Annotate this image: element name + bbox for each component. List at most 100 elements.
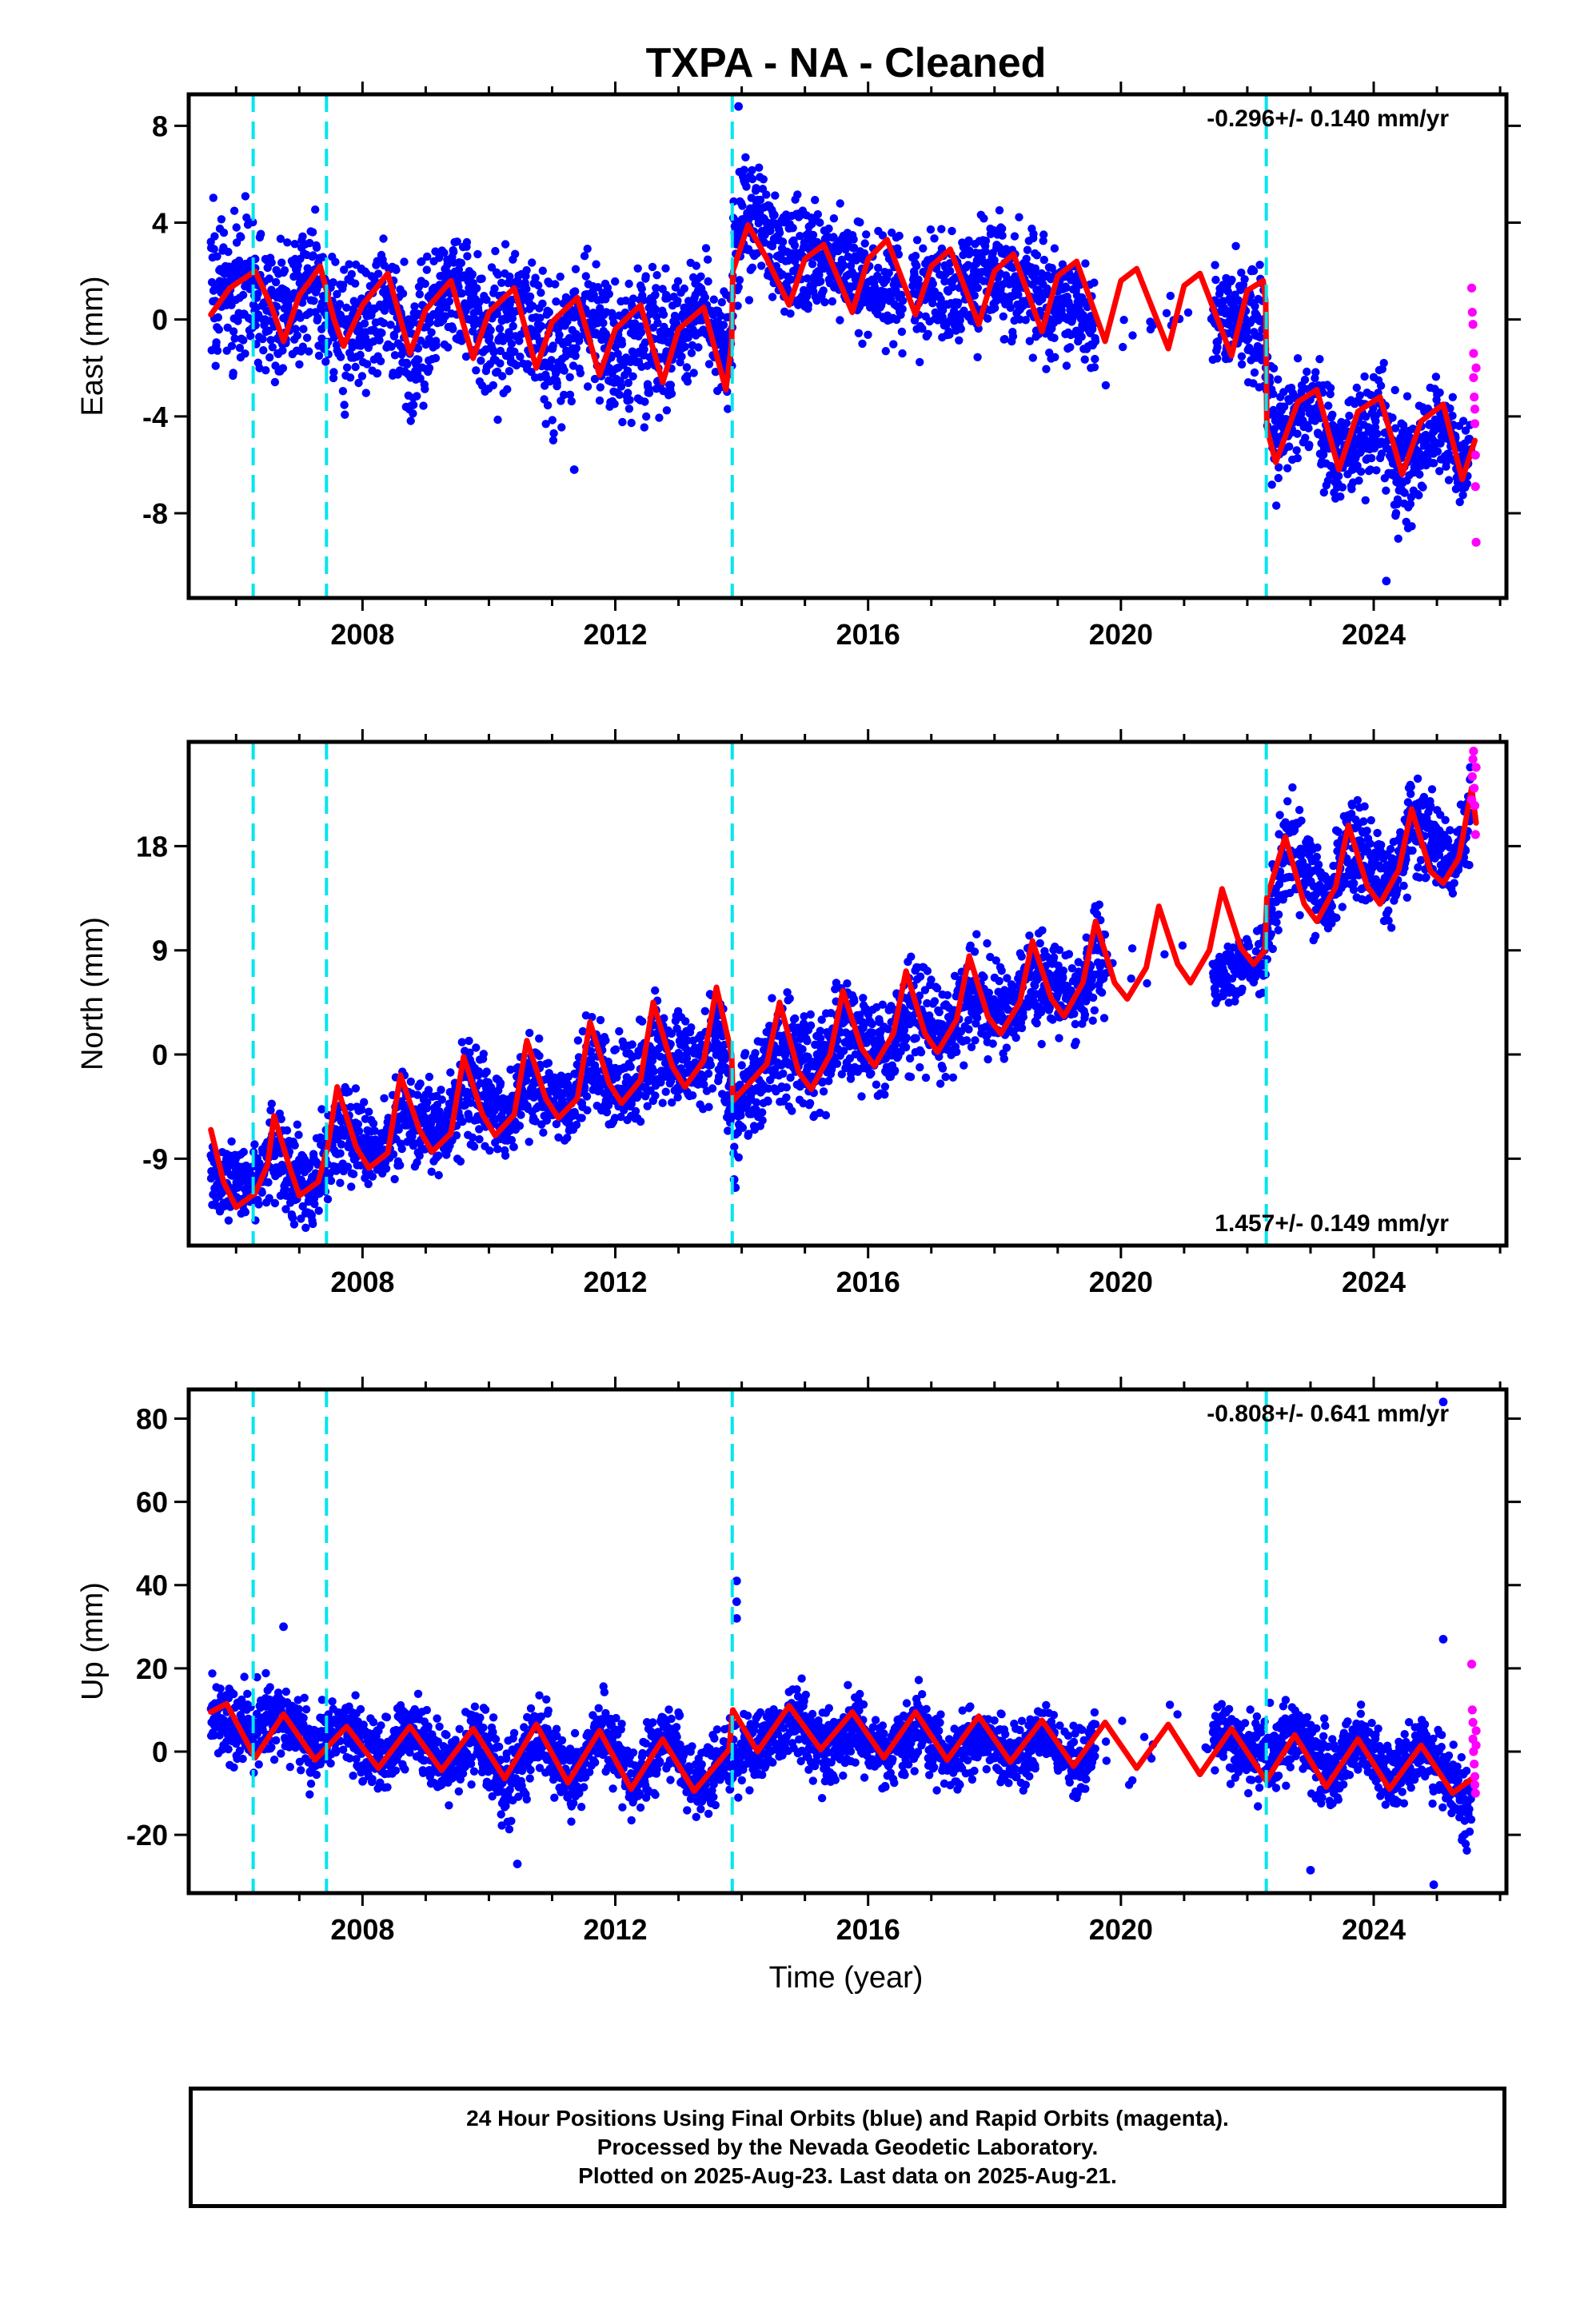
data-point <box>283 238 291 246</box>
data-point <box>341 411 349 419</box>
data-point <box>369 1173 377 1181</box>
data-point <box>227 1138 235 1146</box>
data-point <box>215 325 223 333</box>
data-point <box>673 297 681 305</box>
data-point <box>704 1070 712 1078</box>
data-point <box>379 234 387 242</box>
data-point <box>505 367 513 375</box>
rapid-orbit-points-east <box>1467 284 1481 547</box>
rapid-point <box>1471 482 1480 491</box>
data-point <box>421 280 429 288</box>
data-point <box>1311 368 1319 376</box>
data-point <box>414 356 422 364</box>
data-point <box>808 260 816 268</box>
data-point <box>217 215 225 223</box>
data-point <box>858 340 866 348</box>
data-point <box>1415 470 1423 478</box>
data-point <box>980 214 988 222</box>
data-point <box>650 1067 658 1075</box>
data-point <box>720 321 728 329</box>
data-point <box>1078 333 1086 341</box>
data-point <box>463 238 471 246</box>
data-point <box>640 397 648 405</box>
data-point <box>261 366 269 374</box>
data-point <box>889 340 897 348</box>
data-point <box>317 1105 325 1113</box>
data-point <box>457 259 465 267</box>
data-point <box>1009 333 1017 341</box>
data-point <box>241 1208 249 1216</box>
data-point <box>1373 429 1381 437</box>
data-point <box>804 301 812 309</box>
data-point <box>760 175 768 183</box>
data-point <box>239 291 247 299</box>
data-point <box>899 297 907 305</box>
data-point <box>423 265 431 273</box>
data-point <box>811 196 819 204</box>
data-point <box>299 325 307 333</box>
data-point <box>1081 259 1089 267</box>
rapid-point <box>1469 320 1478 329</box>
data-point <box>768 293 776 301</box>
data-point <box>497 1079 505 1087</box>
data-point <box>458 1038 466 1046</box>
data-point <box>303 333 311 341</box>
data-point <box>557 273 565 281</box>
data-point <box>268 1100 276 1108</box>
data-point <box>315 1206 323 1214</box>
data-point <box>250 1140 258 1148</box>
data-point <box>229 369 237 377</box>
data-point <box>290 1220 298 1228</box>
data-point <box>1211 276 1219 284</box>
data-point <box>224 248 232 256</box>
data-point <box>688 349 696 357</box>
data-point <box>603 1108 611 1116</box>
data-point <box>642 413 650 421</box>
data-point <box>272 278 280 286</box>
data-point <box>1023 246 1031 254</box>
data-point <box>473 284 481 292</box>
data-point <box>566 373 574 381</box>
data-point <box>914 276 922 284</box>
data-point <box>489 381 497 389</box>
data-point <box>704 1103 712 1111</box>
data-point <box>553 379 561 387</box>
rapid-point <box>1470 393 1478 401</box>
data-point <box>1213 354 1221 362</box>
data-point <box>1042 365 1050 373</box>
data-point <box>403 361 411 369</box>
data-point <box>324 1195 332 1203</box>
data-point <box>1274 376 1282 384</box>
y-axis-label-east: East (mm) <box>76 276 110 416</box>
data-point <box>572 352 580 360</box>
data-point <box>736 276 744 284</box>
data-point <box>421 385 429 393</box>
data-point <box>919 245 927 253</box>
data-point <box>358 372 366 380</box>
data-point <box>1301 434 1309 442</box>
data-point <box>758 1116 766 1124</box>
data-point <box>477 274 485 282</box>
data-point <box>984 314 991 322</box>
data-point <box>534 281 542 289</box>
data-point <box>642 272 650 280</box>
data-point <box>768 994 776 1002</box>
data-point <box>349 1170 357 1178</box>
data-point <box>1394 535 1402 543</box>
data-point <box>416 290 424 298</box>
data-point <box>1250 267 1258 275</box>
data-point <box>305 347 313 355</box>
data-point <box>601 1036 609 1044</box>
data-point <box>535 1034 543 1042</box>
data-point <box>400 257 408 265</box>
data-point <box>1367 454 1375 462</box>
data-point <box>937 225 945 233</box>
data-point <box>265 353 273 361</box>
data-point <box>407 417 415 425</box>
data-point <box>1432 373 1440 381</box>
data-point <box>392 266 400 274</box>
data-point <box>351 280 359 288</box>
data-point <box>751 1049 759 1057</box>
data-point <box>309 297 317 305</box>
